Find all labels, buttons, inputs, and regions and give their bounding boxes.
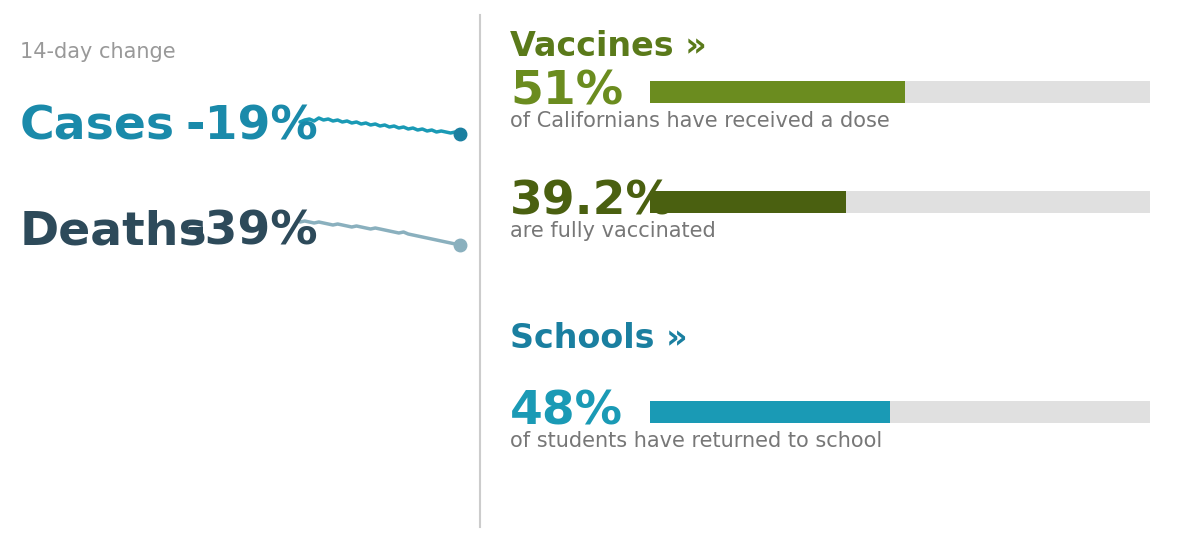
Text: Vaccines »: Vaccines »	[510, 30, 707, 63]
Text: of students have returned to school: of students have returned to school	[510, 431, 882, 451]
Bar	[650, 401, 890, 423]
Text: 48%: 48%	[510, 390, 623, 435]
Text: 14-day change: 14-day change	[20, 42, 175, 62]
Text: Schools »: Schools »	[510, 322, 688, 355]
Bar	[650, 401, 1150, 423]
Text: 51%: 51%	[510, 69, 623, 114]
Bar	[650, 81, 1150, 103]
Text: 39.2%: 39.2%	[510, 179, 674, 224]
Text: are fully vaccinated: are fully vaccinated	[510, 221, 715, 241]
Text: Deaths: Deaths	[20, 210, 208, 255]
Text: Cases: Cases	[20, 105, 175, 150]
Text: of Californians have received a dose: of Californians have received a dose	[510, 111, 889, 131]
Bar	[650, 191, 846, 213]
Bar	[650, 191, 1150, 213]
Text: -19%: -19%	[185, 105, 318, 150]
Text: -39%: -39%	[185, 210, 318, 255]
Bar	[650, 81, 905, 103]
